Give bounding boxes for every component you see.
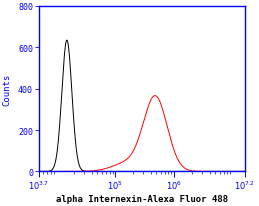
Y-axis label: Counts: Counts — [3, 73, 12, 105]
X-axis label: alpha Internexin-Alexa Fluor 488: alpha Internexin-Alexa Fluor 488 — [56, 194, 228, 202]
